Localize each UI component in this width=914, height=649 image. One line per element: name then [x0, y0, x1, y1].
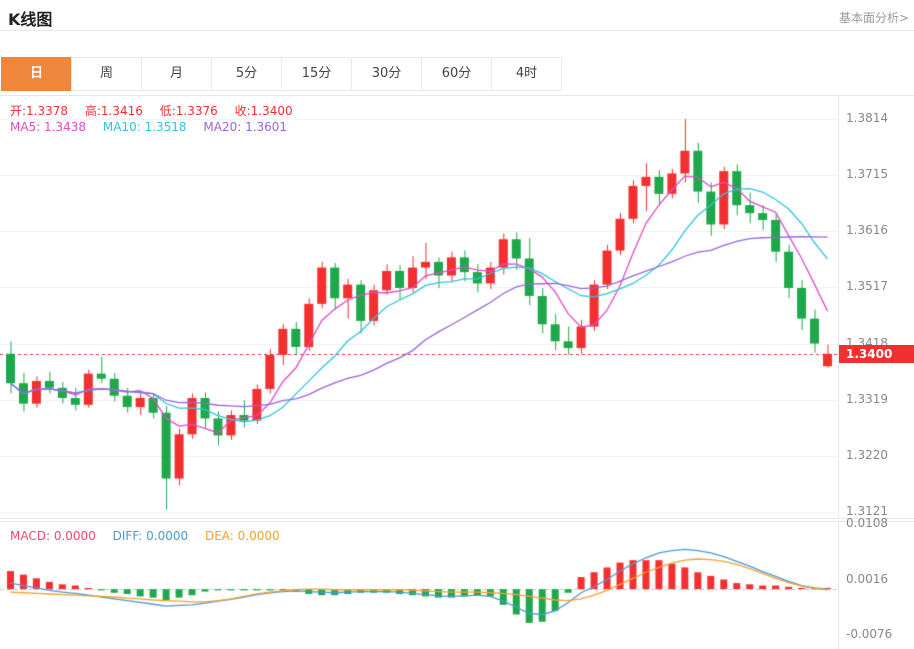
price-axis-tick: 1.3715: [846, 167, 888, 182]
ohlc-close-value: 收:1.3400: [234, 104, 293, 118]
price-axis-tick: 1.3814: [846, 111, 888, 125]
ohlc-open-value: 开:1.3378: [10, 104, 69, 118]
timeframe-tabs: 日周月 5分 15分 30分 60分 4时: [1, 57, 562, 91]
ohlc-high-value: 高:1.3416: [84, 104, 143, 118]
timeframe-tab-2[interactable]: 周: [71, 57, 142, 91]
ohlc-low-value: 低:1.3376: [159, 104, 218, 118]
timeframe-tab-4[interactable]: 5分: [211, 57, 282, 91]
price-axis-tick: 1.3121: [846, 504, 888, 518]
timeframe-tab-3[interactable]: 月: [141, 57, 212, 91]
timeframe-tab-7[interactable]: 60分: [421, 57, 492, 91]
ma-legend: MA5: 1.3438 MA10: 1.3518 MA20: 1.3601: [10, 120, 300, 134]
diff-value: DIFF: 0.0000: [112, 529, 189, 543]
current-price-tag: 1.3400: [839, 344, 914, 363]
ma10-value: MA10: 1.3518: [102, 120, 187, 134]
ma5-value: MA5: 1.3438: [10, 120, 87, 134]
timeframe-tab-5[interactable]: 15分: [281, 57, 352, 91]
timeframe-tab-1[interactable]: 日: [1, 57, 72, 91]
price-axis-tick: 1.3220: [846, 447, 888, 462]
macd-legend: MACD: 0.0000 DIFF: 0.0000 DEA: 0.0000: [10, 529, 293, 543]
price-axis-tick: 1.3319: [846, 391, 888, 406]
macd-axis-tick: 0.0108: [846, 516, 888, 530]
candlestick-chart-canvas[interactable]: [0, 96, 838, 518]
macd-pane: MACD: 0.0000 DIFF: 0.0000 DEA: 0.0000 0.…: [0, 516, 914, 649]
ma20-value: MA20: 1.3601: [203, 120, 288, 134]
macd-value: MACD: 0.0000: [10, 529, 96, 543]
page-header: K线图 基本面分析>: [0, 0, 914, 31]
fundamental-analysis-link[interactable]: 基本面分析>: [838, 11, 909, 25]
timeframe-tab-6[interactable]: 30分: [351, 57, 422, 91]
page-title: K线图: [8, 10, 53, 29]
dea-value: DEA: 0.0000: [204, 529, 280, 543]
price-axis-tick: 1.3616: [846, 223, 888, 238]
price-axis: 1.3814 1.3715 1.3616 1.3517 1.3418 1.3319 1.32…: [838, 96, 914, 518]
macd-axis: 0.0108 0.0016 -0.0076: [838, 516, 914, 649]
timeframe-tab-8[interactable]: 4时: [491, 57, 562, 91]
macd-axis-tick: -0.0076: [846, 627, 893, 641]
price-chart-pane: 开:1.3378 高:1.3416 低:1.3376 收:1.3400 MA5:…: [0, 95, 914, 519]
macd-chart-canvas[interactable]: [0, 522, 838, 649]
price-axis-tick: 1.3517: [846, 279, 888, 294]
macd-axis-tick: 0.0016: [846, 571, 888, 586]
ohlc-legend: 开:1.3378 高:1.3416 低:1.3376 收:1.3400: [10, 102, 306, 119]
